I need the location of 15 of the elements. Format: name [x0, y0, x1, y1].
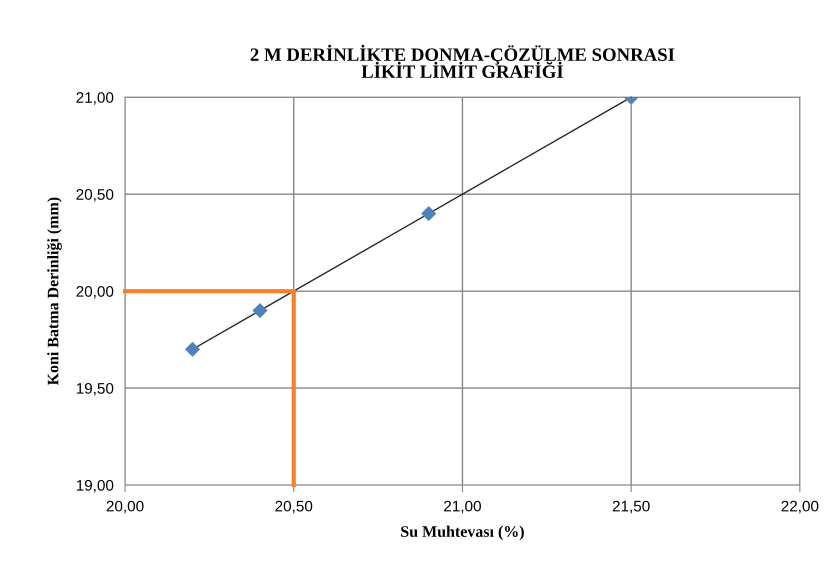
y-tick-label: 19,00	[76, 480, 114, 493]
y-tick-label: 20,50	[76, 189, 114, 202]
y-tick-label: 19,50	[76, 382, 114, 396]
x-axis-title: Su Muhtevası (%)	[401, 526, 524, 540]
point	[185, 342, 200, 357]
y-axis-title: Koni Batma Derinliği (mm)	[47, 198, 62, 386]
x-tick-label: 20,50	[275, 500, 312, 514]
x-tick-label: 21,50	[612, 500, 650, 514]
x-tick-label: 22,00	[782, 500, 818, 514]
x-tick-label: 20,00	[106, 500, 144, 514]
point	[252, 303, 268, 318]
chart-title: 2 M DERİNLİKTE DONMA-ÇÖZÜLME SONRASI LİKİT LİMİT GRAFİĞİ	[250, 44, 674, 78]
x-tick-label: 21,00	[444, 500, 481, 514]
y-tick-label: 20,00	[76, 286, 114, 299]
y-tick-label: 21,00	[76, 92, 114, 105]
